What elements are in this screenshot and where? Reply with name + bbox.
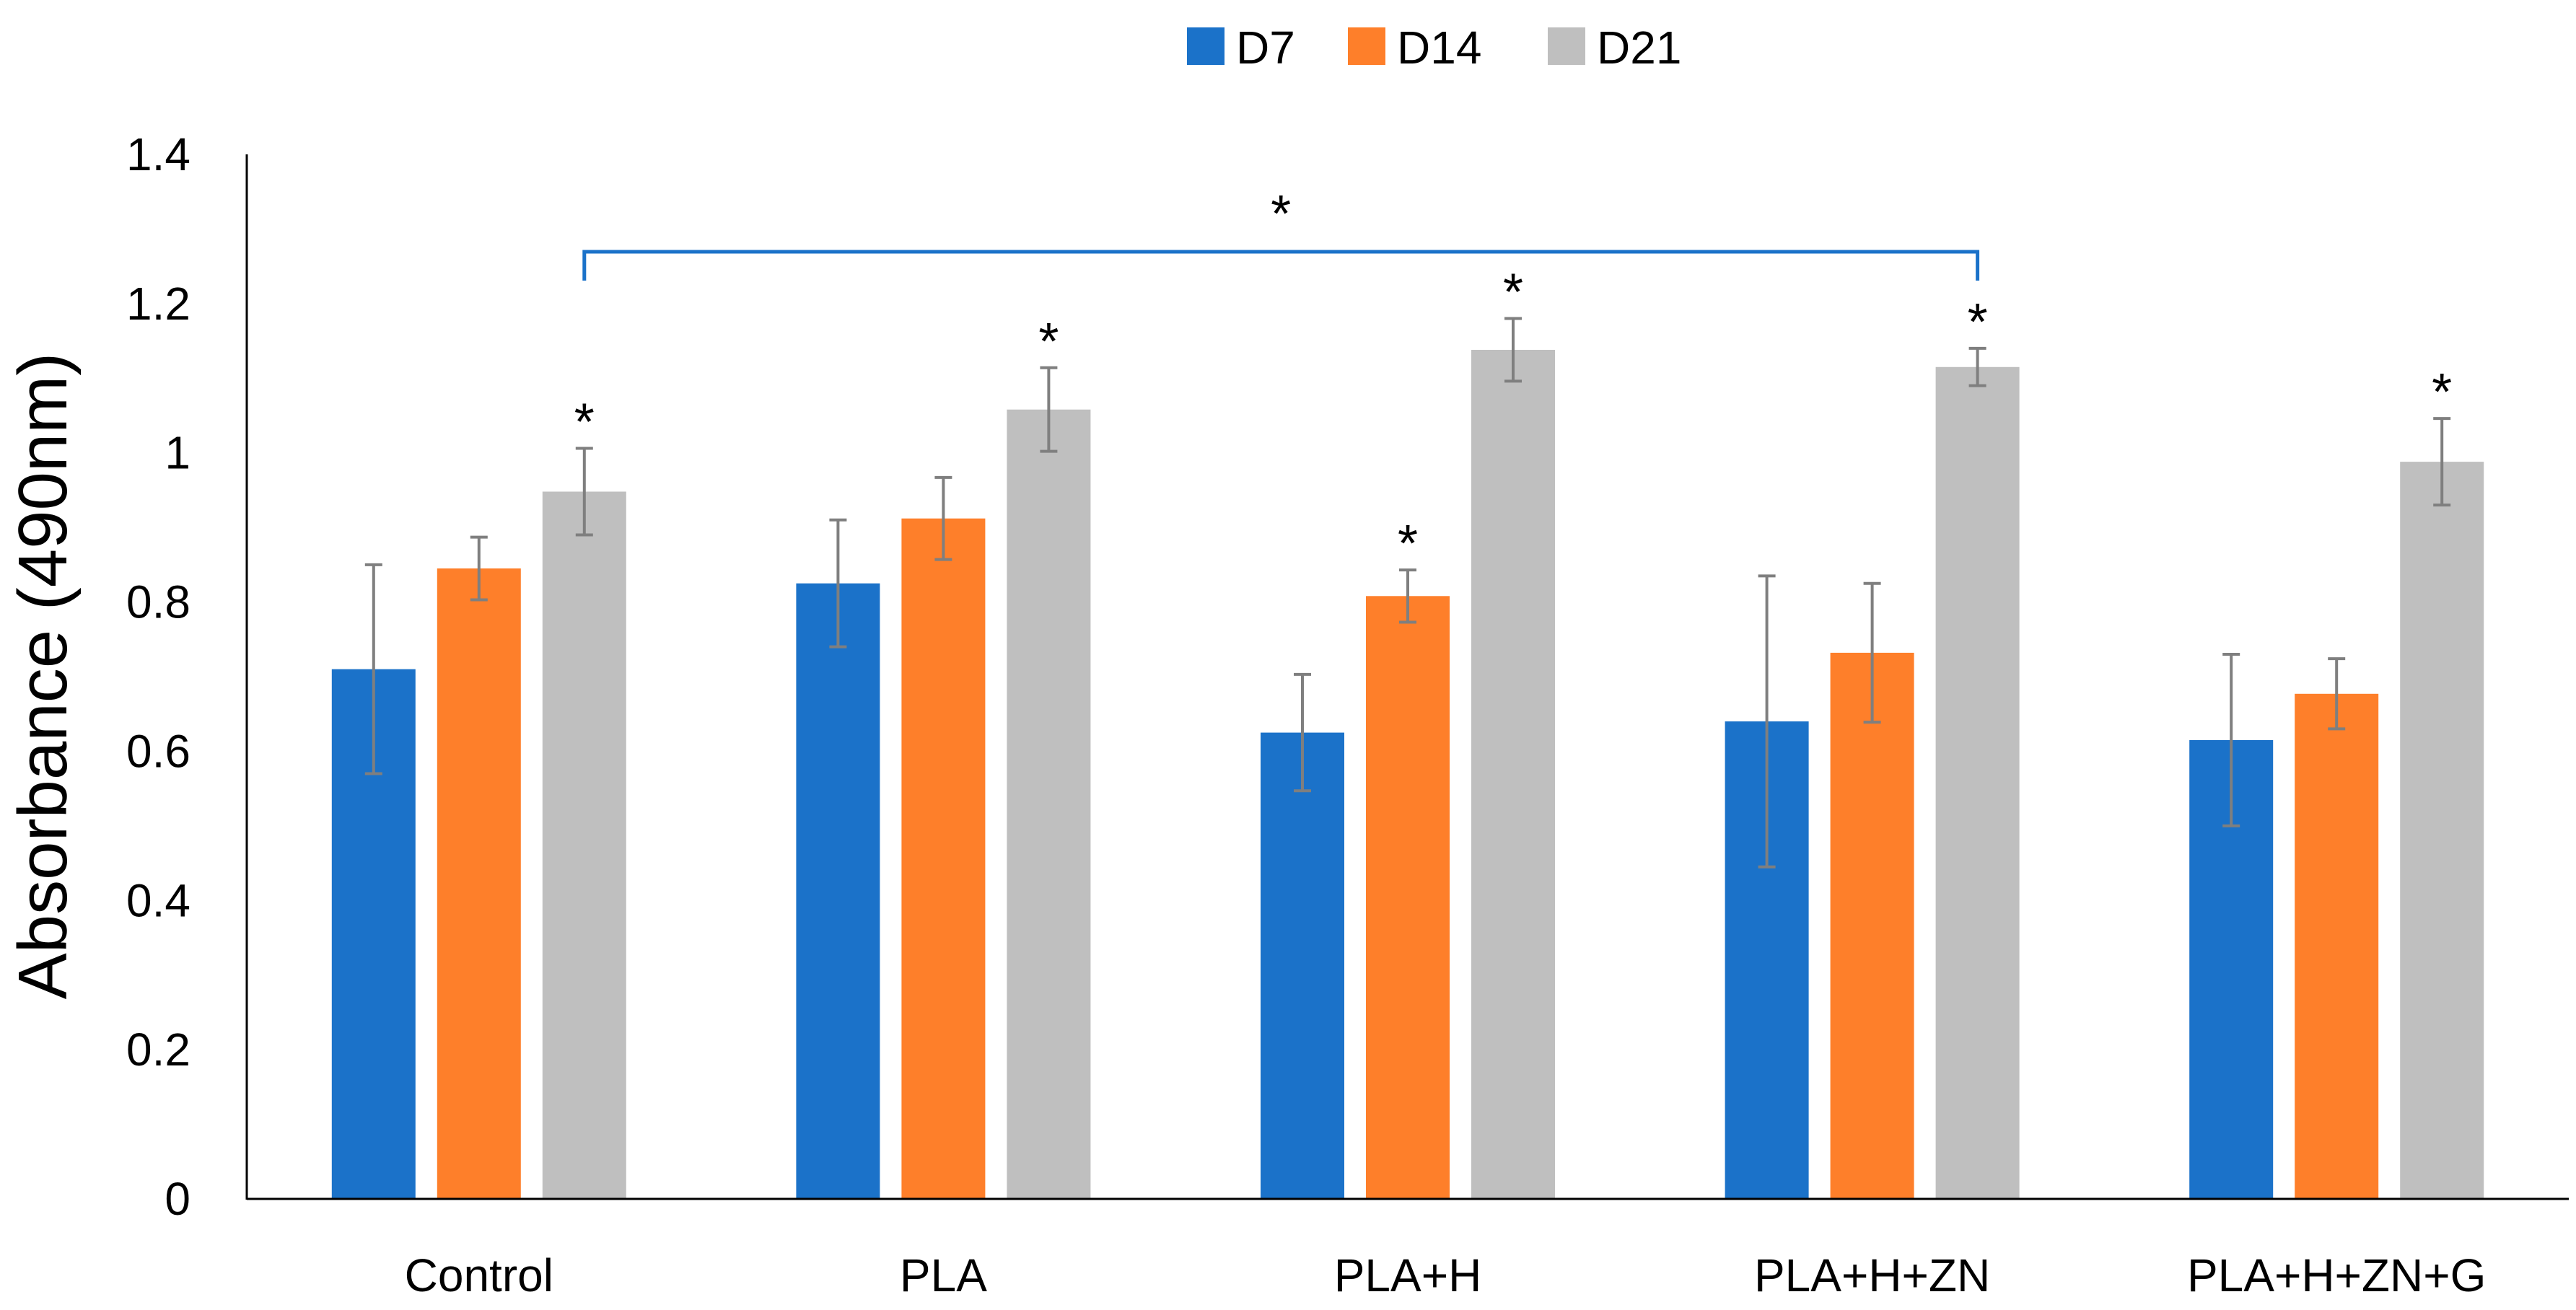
x-axis-labels: Control PLA PLA+H PLA+H+ZN PLA+H+ZN+G xyxy=(405,1249,2487,1301)
y-tick-label: 0.6 xyxy=(126,725,190,777)
y-tick-label: 0 xyxy=(165,1173,190,1225)
y-axis-title: Absorbance (490nm) xyxy=(4,353,82,999)
bar-d14 xyxy=(1366,596,1450,1199)
bar-d14 xyxy=(1830,652,1914,1199)
bracket-star: * xyxy=(1271,185,1291,243)
x-category-label: Control xyxy=(405,1249,553,1301)
bar-d7 xyxy=(796,583,880,1199)
legend: D7 D14 D21 xyxy=(1187,22,1681,74)
bar-d21 xyxy=(2400,462,2484,1199)
legend-swatch-d21 xyxy=(1548,27,1585,65)
significance-star: * xyxy=(1038,313,1059,371)
bar-d14 xyxy=(2295,693,2379,1199)
y-tick-label: 0.2 xyxy=(126,1024,190,1076)
bar-d21 xyxy=(1935,366,2020,1199)
significance-star: * xyxy=(1398,515,1418,573)
y-tick-label: 0.4 xyxy=(126,874,190,926)
legend-label-d14: D14 xyxy=(1397,22,1481,74)
x-category-label: PLA xyxy=(900,1249,987,1301)
legend-label-d21: D21 xyxy=(1597,22,1681,74)
legend-swatch-d14 xyxy=(1348,27,1385,65)
significance-markers: * * * * * * xyxy=(574,264,2452,573)
bar-d21 xyxy=(1007,409,1091,1199)
x-category-label: PLA+H xyxy=(1334,1249,1482,1301)
significance-star: * xyxy=(2432,364,2452,421)
legend-label-d7: D7 xyxy=(1236,22,1295,74)
bars xyxy=(331,349,2484,1199)
significance-star: * xyxy=(1503,264,1523,322)
bar-d7 xyxy=(1261,732,1344,1199)
bar-d14 xyxy=(901,518,986,1199)
bar-d21 xyxy=(1471,349,1555,1199)
y-tick-label: 1.2 xyxy=(126,278,190,330)
significance-star: * xyxy=(1968,294,1988,351)
x-category-label: PLA+H+ZN xyxy=(1754,1249,1990,1301)
axes xyxy=(245,154,2569,1200)
y-axis-ticks: 0 0.2 0.4 0.6 0.8 1 1.2 1.4 xyxy=(126,128,190,1225)
y-tick-label: 1.4 xyxy=(126,128,190,180)
y-tick-label: 1 xyxy=(165,427,190,479)
bar-d14 xyxy=(437,568,521,1199)
y-tick-label: 0.8 xyxy=(126,576,190,628)
bracket-line xyxy=(582,250,1980,281)
bar-d21 xyxy=(542,491,626,1199)
significance-star: * xyxy=(574,394,595,452)
error-bars xyxy=(364,317,2451,869)
x-category-label: PLA+H+ZN+G xyxy=(2187,1249,2486,1301)
significance-bracket: * xyxy=(582,185,1980,281)
legend-swatch-d7 xyxy=(1187,27,1225,65)
